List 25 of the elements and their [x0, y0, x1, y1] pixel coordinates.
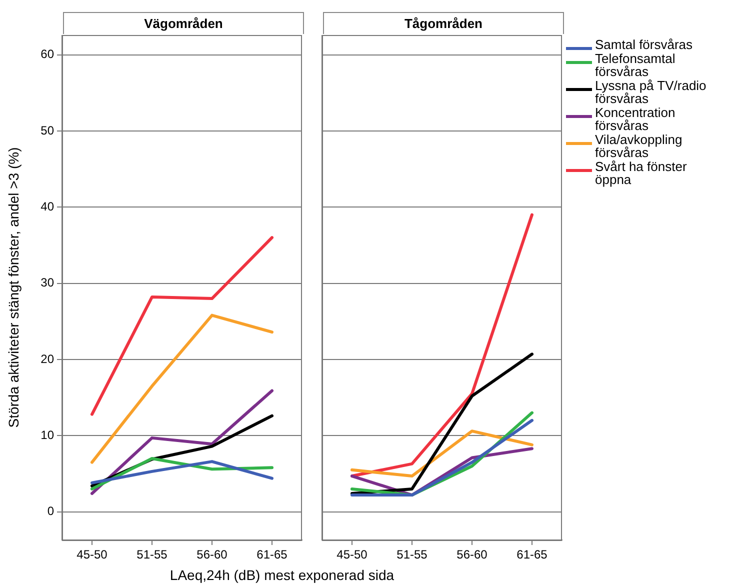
y-tick-label: 30: [40, 276, 54, 290]
x-tick-label: 45-50: [336, 548, 368, 562]
y-axis-title: Störda aktiviteter stängt fönster, andel >3 (%): [5, 147, 22, 428]
legend-label: Lyssna på TV/radio försvåras: [595, 78, 708, 106]
legend-label: Vila/avkoppling försvåras: [595, 132, 684, 160]
chart-title: Tågområden: [323, 12, 564, 34]
legend-label: Svårt ha fönster öppna: [595, 159, 688, 187]
chart-title: Vägområden: [63, 12, 304, 34]
y-tick-label: 50: [40, 123, 54, 138]
x-tick-label: 45-50: [76, 548, 108, 562]
legend-label: Samtal försvåras: [595, 37, 694, 52]
y-tick-label: 20: [40, 352, 54, 366]
y-tick-label: 40: [40, 199, 54, 214]
x-tick-label: 51-55: [396, 548, 428, 562]
x-axis-title: LAeq,24h (dB) mest exponerad sida: [168, 567, 396, 583]
y-tick-label: 60: [40, 47, 54, 62]
x-tick-label: 51-55: [136, 548, 168, 562]
x-tick-label: 56-60: [196, 548, 228, 562]
legend-label: Koncentration försvåras: [595, 105, 676, 133]
x-tick-label: 61-65: [516, 548, 548, 562]
x-tick-label: 56-60: [456, 548, 488, 562]
y-tick-label: 0: [47, 504, 54, 518]
legend-label: Telefonsamtal försvåras: [595, 51, 676, 79]
y-tick-label: 10: [40, 428, 54, 442]
x-tick-label: 61-65: [256, 548, 288, 562]
